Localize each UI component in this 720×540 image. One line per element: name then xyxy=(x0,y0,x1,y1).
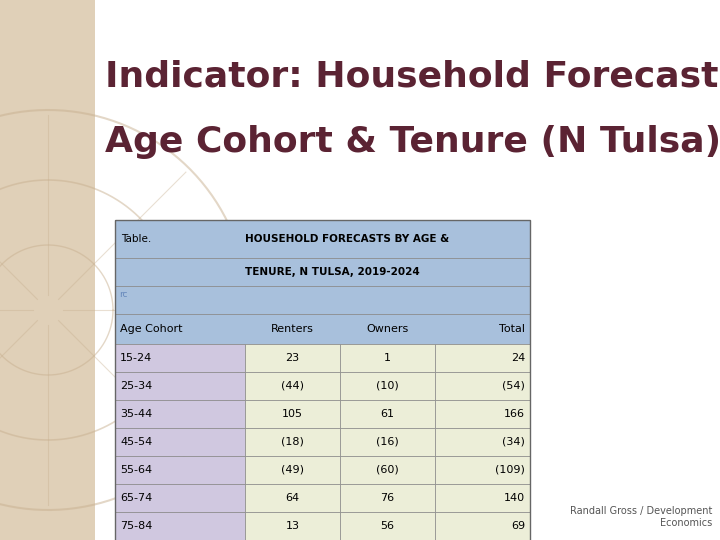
Bar xyxy=(115,314,530,344)
Bar xyxy=(340,484,435,512)
Text: (10): (10) xyxy=(376,381,399,391)
Text: Age Cohort: Age Cohort xyxy=(120,324,182,334)
Text: 75-84: 75-84 xyxy=(120,521,153,531)
Text: (16): (16) xyxy=(376,437,399,447)
Bar xyxy=(115,484,245,512)
Bar xyxy=(340,428,435,456)
Text: 69: 69 xyxy=(511,521,525,531)
Bar xyxy=(115,258,530,286)
Text: 13: 13 xyxy=(286,521,300,531)
Text: (49): (49) xyxy=(281,465,304,475)
Bar xyxy=(115,344,245,372)
Text: Age Cohort & Tenure (N Tulsa): Age Cohort & Tenure (N Tulsa) xyxy=(105,125,720,159)
Bar xyxy=(115,220,530,258)
Bar xyxy=(435,344,530,372)
Text: Randall Gross / Development
Economics: Randall Gross / Development Economics xyxy=(570,507,712,528)
Bar xyxy=(115,400,245,428)
Bar xyxy=(435,484,530,512)
Text: HOUSEHOLD FORECASTS BY AGE &: HOUSEHOLD FORECASTS BY AGE & xyxy=(245,234,449,244)
Bar xyxy=(115,456,245,484)
Text: 61: 61 xyxy=(380,409,395,419)
Text: 1: 1 xyxy=(384,353,391,363)
Text: Total: Total xyxy=(499,324,525,334)
Text: Indicator: Household Forecasts by: Indicator: Household Forecasts by xyxy=(105,60,720,94)
Text: rc: rc xyxy=(119,290,127,299)
Bar xyxy=(0,0,95,540)
Bar xyxy=(245,372,340,400)
Text: 55-64: 55-64 xyxy=(120,465,152,475)
Text: Owners: Owners xyxy=(366,324,409,334)
Bar xyxy=(115,512,245,540)
Bar xyxy=(435,400,530,428)
Bar xyxy=(245,428,340,456)
Text: 45-54: 45-54 xyxy=(120,437,152,447)
Text: TENURE, N TULSA, 2019-2024: TENURE, N TULSA, 2019-2024 xyxy=(245,267,420,277)
Text: 15-24: 15-24 xyxy=(120,353,152,363)
Text: (109): (109) xyxy=(495,465,525,475)
Text: (18): (18) xyxy=(281,437,304,447)
Bar xyxy=(115,286,530,314)
Text: 25-34: 25-34 xyxy=(120,381,152,391)
Text: 23: 23 xyxy=(285,353,300,363)
Text: Renters: Renters xyxy=(271,324,314,334)
Bar xyxy=(340,372,435,400)
Bar xyxy=(340,512,435,540)
Text: 35-44: 35-44 xyxy=(120,409,152,419)
Bar xyxy=(435,512,530,540)
Bar xyxy=(435,428,530,456)
Bar xyxy=(115,220,530,540)
Bar xyxy=(435,456,530,484)
Bar xyxy=(340,400,435,428)
Bar xyxy=(245,344,340,372)
Bar xyxy=(340,456,435,484)
Text: (60): (60) xyxy=(376,465,399,475)
Text: 56: 56 xyxy=(380,521,395,531)
Bar xyxy=(245,456,340,484)
Bar xyxy=(245,400,340,428)
Text: 166: 166 xyxy=(504,409,525,419)
Text: Table.: Table. xyxy=(121,234,151,244)
Text: 140: 140 xyxy=(504,493,525,503)
Text: 105: 105 xyxy=(282,409,303,419)
Text: (44): (44) xyxy=(281,381,304,391)
Text: 64: 64 xyxy=(285,493,300,503)
Bar xyxy=(115,372,245,400)
Bar xyxy=(340,344,435,372)
Bar xyxy=(245,484,340,512)
Bar xyxy=(115,428,245,456)
Bar xyxy=(435,372,530,400)
Text: 24: 24 xyxy=(510,353,525,363)
Bar xyxy=(245,512,340,540)
Text: (34): (34) xyxy=(502,437,525,447)
Text: (54): (54) xyxy=(502,381,525,391)
Text: 76: 76 xyxy=(380,493,395,503)
Text: 65-74: 65-74 xyxy=(120,493,152,503)
